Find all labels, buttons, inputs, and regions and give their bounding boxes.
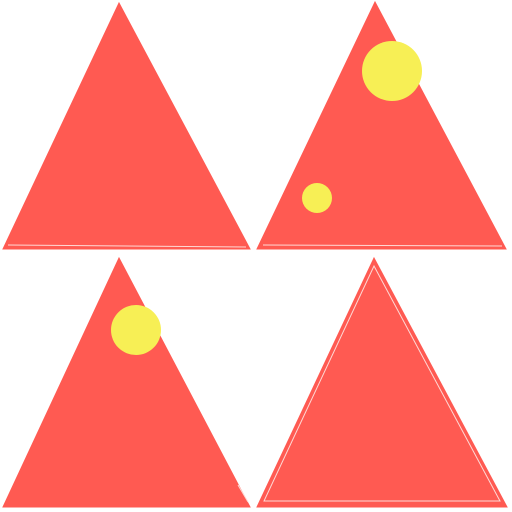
panel-top-right xyxy=(256,0,507,250)
yellow-circle-small xyxy=(302,183,332,213)
triangle-edge-highlight xyxy=(7,244,247,248)
yellow-circle-large xyxy=(362,41,422,101)
yellow-circle xyxy=(111,305,161,355)
panel-top-left xyxy=(2,1,251,250)
panel-bottom-left xyxy=(2,256,251,508)
triangle-edge-highlight xyxy=(262,244,503,247)
red-triangle xyxy=(256,256,508,508)
red-triangle xyxy=(2,256,251,508)
triangle-edge-highlight xyxy=(237,484,249,503)
red-triangle xyxy=(2,1,251,250)
panel-bottom-right xyxy=(256,256,508,508)
triangle-inner-outline xyxy=(263,264,501,502)
